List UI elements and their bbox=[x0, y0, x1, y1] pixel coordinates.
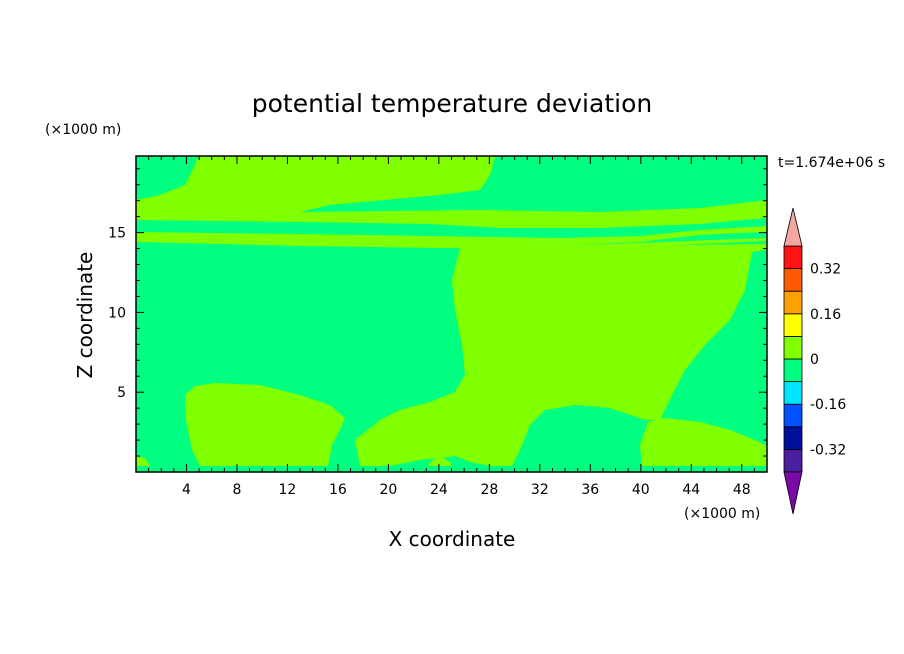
chart-title: potential temperature deviation bbox=[252, 89, 652, 118]
y-tick-label: 5 bbox=[117, 385, 126, 401]
colorbar-band bbox=[783, 313, 803, 337]
colorbar-band bbox=[783, 448, 803, 473]
colorbar-band bbox=[783, 290, 803, 315]
colorbar-band bbox=[783, 381, 803, 405]
contour-region-positive bbox=[228, 458, 245, 466]
colorbar-label: 0.32 bbox=[810, 262, 841, 278]
contour-region-positive bbox=[428, 456, 452, 466]
contour-region-positive bbox=[136, 236, 767, 248]
x-tick-label: 20 bbox=[379, 482, 397, 498]
colorbar-band bbox=[783, 358, 803, 383]
colorbar-label: -0.16 bbox=[810, 397, 846, 413]
contour-region-positive bbox=[640, 418, 767, 466]
colorbar-band bbox=[783, 403, 803, 428]
x-tick-label: 44 bbox=[682, 482, 700, 498]
x-tick-label: 8 bbox=[232, 482, 241, 498]
colorbar-label: 0.16 bbox=[810, 307, 841, 323]
x-tick-label: 16 bbox=[329, 482, 347, 498]
contour-region-positive bbox=[136, 156, 495, 220]
colorbar: 0.32 0.16 0 -0.16 -0.32 bbox=[783, 207, 846, 515]
contour-field bbox=[136, 156, 767, 472]
contour-region-positive bbox=[185, 383, 345, 466]
colorbar-label: -0.32 bbox=[810, 442, 846, 458]
x-tick-label: 28 bbox=[480, 482, 498, 498]
x-tick-label: 32 bbox=[531, 482, 549, 498]
x-tick-label: 36 bbox=[581, 482, 599, 498]
y-axis-ticks: 5 10 15 bbox=[108, 168, 767, 457]
colorbar-band bbox=[783, 426, 803, 450]
x-tick-label: 4 bbox=[182, 482, 191, 498]
y-tick-label: 10 bbox=[108, 305, 126, 321]
contour-region-positive bbox=[136, 456, 150, 466]
colorbar-band bbox=[783, 335, 803, 360]
contour-region-positive bbox=[355, 244, 767, 466]
x-axis-label: X coordinate bbox=[389, 527, 516, 551]
x-unit-label: (×1000 m) bbox=[684, 506, 760, 522]
time-label: t=1.674e+06 s bbox=[778, 155, 885, 171]
x-tick-label: 40 bbox=[632, 482, 650, 498]
contour-region-positive bbox=[136, 200, 767, 228]
contour-region-positive bbox=[136, 226, 767, 246]
colorbar-band bbox=[783, 268, 803, 292]
x-tick-label: 24 bbox=[430, 482, 448, 498]
colorbar-band bbox=[783, 245, 803, 270]
x-axis-ticks: 4 8 12 16 20 24 28 32 36 40 44 48 bbox=[148, 156, 755, 498]
colorbar-under-triangle bbox=[783, 471, 803, 515]
y-unit-label: (×1000 m) bbox=[45, 122, 121, 138]
contour-region-positive bbox=[736, 452, 758, 466]
x-tick-label: 12 bbox=[279, 482, 297, 498]
colorbar-over-triangle bbox=[783, 207, 803, 247]
x-tick-label: 48 bbox=[733, 482, 751, 498]
y-tick-label: 15 bbox=[108, 226, 126, 242]
colorbar-label: 0 bbox=[810, 352, 819, 368]
y-axis-label: Z coordinate bbox=[73, 252, 97, 379]
